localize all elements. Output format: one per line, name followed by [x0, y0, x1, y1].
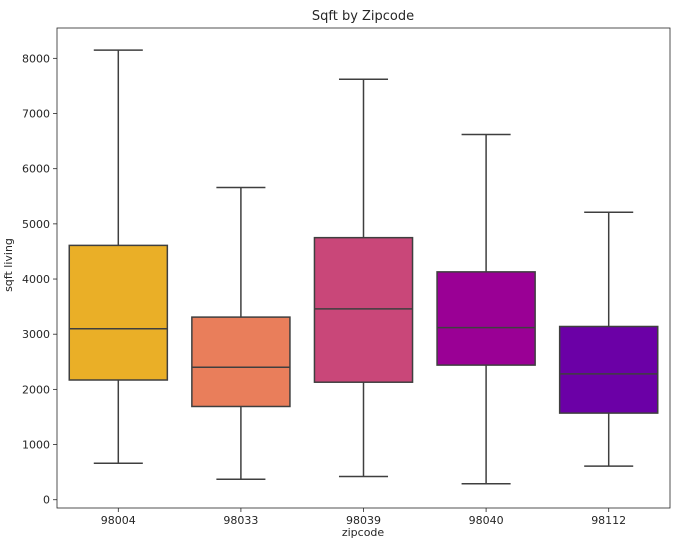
x-tick-label: 98004	[101, 514, 136, 527]
y-tick-label: 1000	[22, 439, 50, 452]
x-axis: 98004 98033 98039 98040 98112	[101, 508, 626, 527]
box-98039	[313, 78, 414, 478]
y-tick-label: 2000	[22, 383, 50, 396]
box-98112	[558, 211, 659, 467]
box-body	[313, 236, 414, 383]
x-tick-label: 98039	[346, 514, 381, 527]
box-body	[68, 244, 169, 381]
y-tick-label: 7000	[22, 108, 50, 121]
y-tick-label: 6000	[22, 163, 50, 176]
y-tick-label: 4000	[22, 273, 50, 286]
chart-title: Sqft by Zipcode	[312, 9, 414, 24]
y-tick-label: 5000	[22, 218, 50, 231]
box-98040	[436, 133, 536, 485]
x-axis-label: zipcode	[342, 526, 385, 539]
y-axis-label: sqft living	[2, 238, 15, 292]
box-body	[558, 325, 659, 414]
box-98004	[68, 49, 169, 465]
y-tick-label: 3000	[22, 328, 50, 341]
y-tick-label: 8000	[22, 52, 50, 65]
plot-area	[56, 27, 671, 509]
box-body	[436, 271, 536, 366]
box-98033	[191, 186, 291, 481]
x-tick-label: 98112	[591, 514, 626, 527]
x-tick-label: 98033	[223, 514, 258, 527]
y-axis: 0 1000 2000 3000 4000 5000 6000 7000 8000	[22, 52, 57, 507]
box-body	[191, 316, 291, 408]
y-tick-label: 0	[43, 494, 50, 507]
x-tick-label: 98040	[469, 514, 504, 527]
